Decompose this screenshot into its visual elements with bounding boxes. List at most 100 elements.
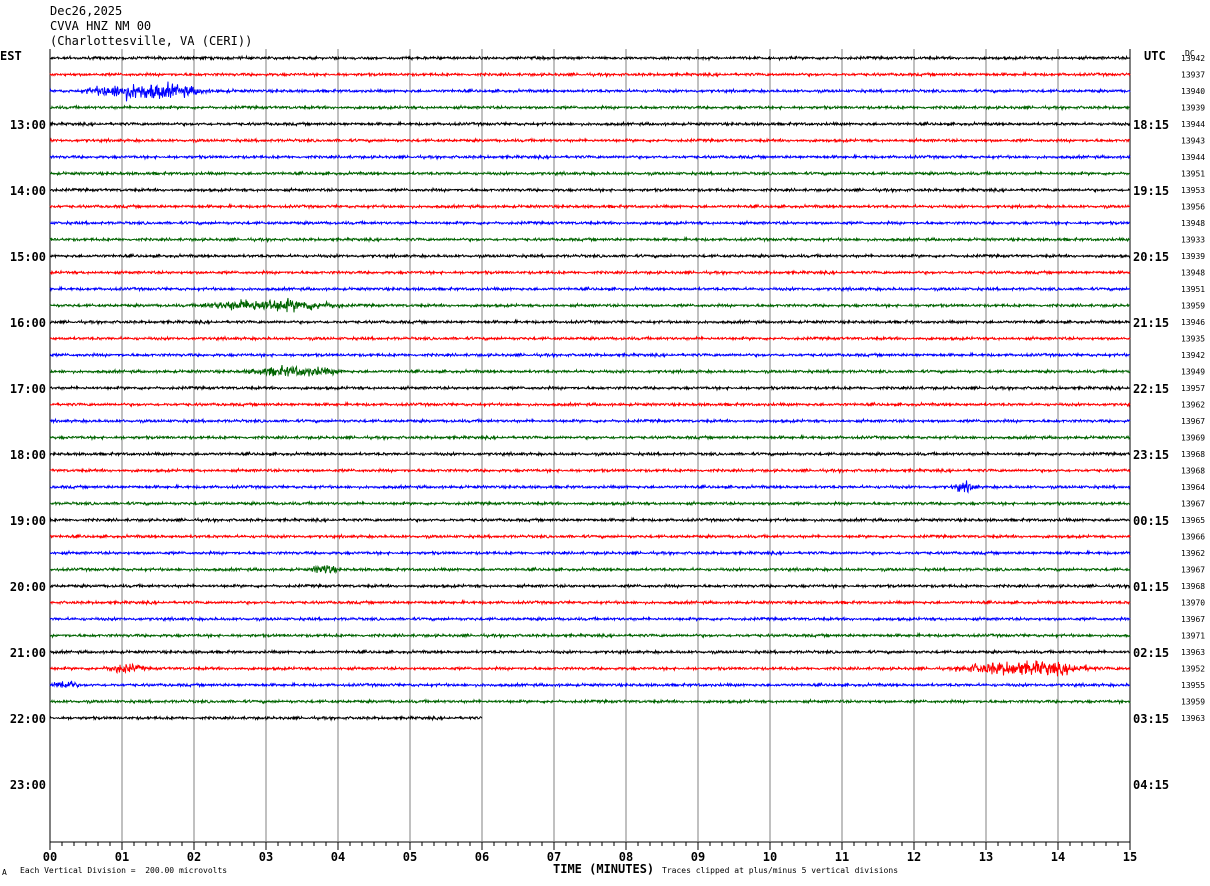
left-hour-label: 22:00	[10, 712, 46, 726]
dc-offset-label: 13968	[1181, 450, 1205, 459]
dc-offset-label: 13965	[1181, 516, 1205, 525]
trace-row-29	[49, 533, 1131, 540]
x-tick-label: 09	[691, 850, 705, 864]
trace-row-39	[49, 698, 1131, 706]
trace-series	[49, 54, 1131, 722]
dc-offset-label: 13937	[1181, 71, 1205, 80]
dc-offset-label: 13940	[1181, 87, 1205, 96]
dc-offset-label: 13944	[1181, 120, 1205, 129]
dc-offset-label: 13968	[1181, 582, 1205, 591]
x-tick-label: 07	[547, 850, 561, 864]
dc-offset-label: 13971	[1181, 632, 1205, 641]
trace-row-15	[49, 297, 1131, 313]
x-tick-label: 03	[259, 850, 273, 864]
dc-offset-label: 13955	[1181, 681, 1205, 690]
left-hour-label: 17:00	[10, 382, 46, 396]
dc-offset-label: 13962	[1181, 401, 1205, 410]
trace-row-26	[49, 480, 1131, 494]
trace-row-12	[49, 252, 1131, 260]
trace-row-5	[50, 137, 1131, 144]
trace-row-36	[49, 648, 1131, 656]
dc-offset-label: 13968	[1181, 467, 1205, 476]
dc-offset-label: 13969	[1181, 434, 1205, 443]
dc-offset-label: 13939	[1181, 104, 1205, 113]
dc-offset-label: 13949	[1181, 368, 1205, 377]
trace-row-18	[49, 351, 1130, 359]
right-hour-label: 00:15	[1133, 514, 1169, 528]
trace-row-2	[49, 81, 1131, 102]
left-hour-label: 14:00	[10, 184, 46, 198]
trace-row-3	[49, 104, 1131, 112]
trace-row-6	[49, 153, 1131, 161]
dc-offset-label: 13963	[1181, 648, 1205, 657]
dc-offset-label: 13933	[1181, 236, 1205, 245]
dc-offset-label: 13966	[1181, 533, 1205, 542]
trace-row-7	[49, 170, 1130, 177]
x-tick-label: 06	[475, 850, 489, 864]
dc-offset-label: 13948	[1181, 269, 1205, 278]
dc-offset-label: 13956	[1181, 203, 1205, 212]
dc-offset-label: 13943	[1181, 137, 1205, 146]
trace-row-22	[49, 417, 1131, 425]
left-hour-label: 23:00	[10, 778, 46, 792]
left-hour-label: 15:00	[10, 250, 46, 264]
right-hour-label: 23:15	[1133, 448, 1169, 462]
trace-row-14	[49, 285, 1131, 293]
x-axis-title: TIME (MINUTES)	[553, 862, 655, 876]
trace-row-27	[50, 500, 1131, 508]
trace-row-19	[49, 364, 1131, 377]
dc-offset-label: 13970	[1181, 599, 1205, 608]
dc-offset-label: 13962	[1181, 549, 1205, 558]
dc-offset-label: 13942	[1181, 54, 1205, 63]
dc-offset-label: 13959	[1181, 698, 1205, 707]
trace-row-11	[49, 236, 1131, 244]
corner-mark: A	[2, 868, 7, 877]
x-tick-label: 12	[907, 850, 921, 864]
left-hour-label: 18:00	[10, 448, 46, 462]
left-hour-label: 19:00	[10, 514, 46, 528]
dc-offset-label: 13948	[1181, 219, 1205, 228]
trace-row-1	[49, 71, 1131, 79]
trace-row-16	[49, 318, 1131, 326]
trace-row-28	[49, 516, 1131, 524]
trace-row-35	[49, 632, 1131, 640]
scale-note: Each Vertical Division = 200.00 microvol…	[20, 866, 228, 875]
dc-offset-label: 13967	[1181, 615, 1205, 624]
trace-row-25	[49, 467, 1131, 475]
right-hour-label: 03:15	[1133, 712, 1169, 726]
x-tick-label: 13	[979, 850, 993, 864]
right-hour-label: 02:15	[1133, 646, 1169, 660]
dc-offset-label: 13963	[1181, 714, 1205, 723]
right-timezone-label: UTC	[1144, 49, 1166, 63]
left-hour-label: 13:00	[10, 118, 46, 132]
trace-row-40	[49, 714, 483, 722]
minute-grid	[49, 49, 1131, 850]
dc-offset-header: DC	[1185, 49, 1195, 58]
trace-row-4	[49, 120, 1131, 128]
left-hour-label: 20:00	[10, 580, 46, 594]
x-tick-label: 10	[763, 850, 777, 864]
x-tick-label: 14	[1051, 850, 1065, 864]
dc-offset-label: 13946	[1181, 318, 1205, 327]
right-hour-label: 19:15	[1133, 184, 1169, 198]
dc-offset-label: 13935	[1181, 335, 1205, 344]
left-hour-label: 21:00	[10, 646, 46, 660]
left-hour-label: 16:00	[10, 316, 46, 330]
right-hour-label: 18:15	[1133, 118, 1169, 132]
right-hour-label: 20:15	[1133, 250, 1169, 264]
trace-row-32	[49, 582, 1131, 590]
x-tick-label: 08	[619, 850, 633, 864]
trace-row-24	[49, 450, 1131, 458]
dc-offset-label: 13951	[1181, 170, 1205, 179]
trace-row-30	[49, 549, 1131, 557]
plot-date: Dec26,2025	[50, 4, 123, 18]
trace-row-37	[49, 660, 1131, 677]
dc-offset-label: 13944	[1181, 153, 1205, 162]
trace-row-13	[49, 269, 1131, 277]
trace-row-20	[49, 384, 1131, 392]
x-tick-label: 01	[115, 850, 129, 864]
trace-row-31	[49, 564, 1131, 575]
station-id: CVVA HNZ NM 00	[50, 19, 152, 33]
dc-offset-label: 13951	[1181, 285, 1205, 294]
dc-offset-label: 13939	[1181, 252, 1205, 261]
